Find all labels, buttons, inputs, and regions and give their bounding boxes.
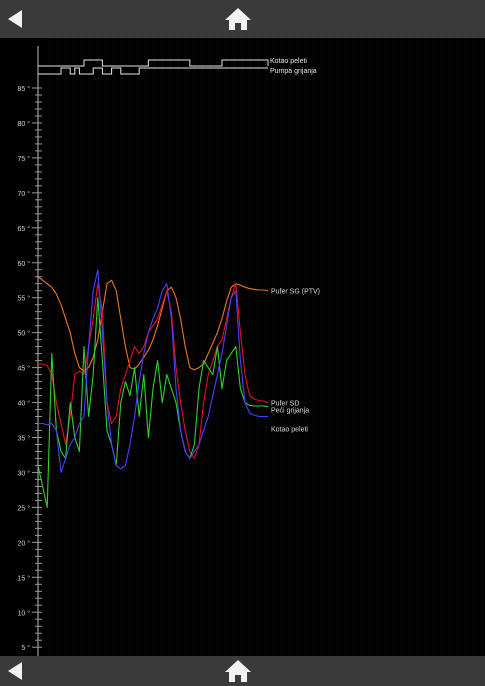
- y-tick-label: 40 °: [17, 400, 30, 408]
- y-tick-label: 15 °: [17, 574, 30, 582]
- y-tick-label: 20 °: [17, 539, 30, 547]
- series-label: Kotao peleti: [271, 427, 308, 434]
- series-label: Peći grijanja: [271, 408, 309, 415]
- series-line: [38, 269, 268, 473]
- temperature-chart: 85 ° 80 ° 75 ° 70 ° 65 ° 60 ° 55 ° 50 ° 45 ° 40 °…: [17, 38, 483, 656]
- series-line: [37, 276, 269, 372]
- bottom-toolbar: [0, 656, 485, 686]
- series-label: Pufer SD: [271, 401, 299, 408]
- status-line: [38, 59, 269, 67]
- back-arrow-icon[interactable]: [8, 10, 22, 28]
- series-label: Pufer SG (PTV): [271, 289, 320, 296]
- status-label: Kotao peleti: [270, 58, 307, 65]
- y-tick-label: 65 °: [17, 225, 30, 233]
- status-line: [38, 67, 268, 75]
- y-tick-label: 25 °: [17, 504, 30, 512]
- home-icon[interactable]: [224, 659, 252, 683]
- series-line: [38, 283, 269, 460]
- y-tick-label: 45 °: [17, 365, 30, 373]
- series-line: [37, 297, 269, 508]
- y-tick-label: 55 °: [17, 295, 30, 303]
- back-arrow-icon[interactable]: [8, 662, 22, 680]
- y-tick-label: 10 °: [17, 609, 30, 617]
- home-icon[interactable]: [224, 7, 252, 31]
- y-tick-label: 70 °: [17, 190, 30, 198]
- status-label: Pumpa grijanja: [270, 68, 317, 75]
- y-tick-label: 50 °: [17, 330, 30, 338]
- y-tick-label: 35 °: [17, 435, 30, 443]
- y-tick-label: 5 °: [21, 644, 30, 652]
- y-tick-label: 80 °: [17, 120, 30, 128]
- y-tick-label: 30 °: [17, 469, 30, 477]
- top-toolbar: [0, 0, 485, 38]
- y-tick-label: 60 °: [17, 260, 30, 268]
- y-tick-label: 75 °: [17, 155, 30, 163]
- y-tick-label: 85 °: [17, 85, 30, 93]
